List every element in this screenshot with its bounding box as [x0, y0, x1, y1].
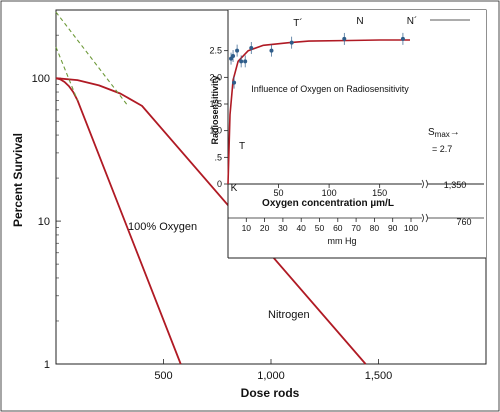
- smax-subscript: max: [435, 130, 450, 139]
- data-point: [243, 59, 248, 64]
- secondary-x-tick-label: 40: [296, 223, 306, 233]
- smax-arrow: →: [450, 127, 460, 138]
- inset-series: K T T´ N N´: [227, 15, 418, 194]
- main-y-axis-label: Percent Survival: [11, 133, 25, 227]
- secondary-x-tick-label: 80: [370, 223, 380, 233]
- inset-y-tick-label: 2.5: [209, 46, 222, 56]
- inset-y-tick-label: .5: [214, 152, 222, 162]
- data-point: [239, 59, 244, 64]
- smax-symbol: S: [428, 127, 435, 138]
- y-tick-label: 100: [32, 73, 50, 85]
- inset-point-label: T´: [293, 17, 302, 29]
- y-tick-label: 10: [38, 216, 50, 228]
- smax-annotation: Smax→ = 2.7: [428, 127, 460, 154]
- inset-axis-break: [421, 179, 428, 189]
- inset-y-tick-label: 1.0: [209, 126, 222, 136]
- inset-x-axis-label: Oxygen concentration µm/L: [262, 198, 394, 209]
- data-point: [231, 54, 236, 58]
- secondary-x-tick-label: 50: [315, 223, 325, 233]
- oxygen-curve-label: 100% Oxygen: [128, 221, 197, 233]
- data-point: [249, 46, 254, 50]
- secondary-x-tick-label: 90: [388, 223, 398, 233]
- secondary-x-tick-label: 60: [333, 223, 343, 233]
- inset-axes: 50 100 150 0 .5 1.0 1.5 2.0 2.5 10 20 30 40 50 60 70 80 9…: [209, 19, 484, 233]
- inset-y-axis-label: Radiosensitivity: [210, 75, 220, 144]
- smax-value: = 2.7: [432, 144, 452, 154]
- nitrogen-survival-curve: [55, 77, 367, 365]
- inset-title: Influence of Oxygen on Radiosensitivity: [251, 84, 409, 94]
- secondary-x-tick-label: 20: [260, 223, 270, 233]
- data-point: [342, 36, 347, 41]
- main-x-axis-label: Dose rods: [241, 386, 300, 400]
- inset-y-tick-label: 2.0: [209, 72, 222, 82]
- main-series: [55, 11, 367, 365]
- data-point: [289, 40, 294, 45]
- data-point: [400, 36, 405, 41]
- radiosensitivity-curve: [227, 39, 410, 185]
- inset-x-tick-label: 100: [322, 188, 337, 198]
- secondary-axis-break: [421, 213, 428, 223]
- data-point: [269, 48, 274, 53]
- inset-y-tick-label: 1.5: [209, 99, 222, 109]
- secondary-x-tick-label: 30: [278, 223, 288, 233]
- inset-point-label: T: [239, 141, 245, 152]
- inset-point-label: N: [356, 16, 363, 27]
- y-tick-label: 1: [44, 359, 50, 371]
- inset-point-label: K: [231, 183, 238, 194]
- inset-y-tick-label: 0: [217, 179, 222, 189]
- nitrogen-curve-label: Nitrogen: [268, 309, 310, 321]
- secondary-x-tick-label: 100: [404, 223, 418, 233]
- x-tick-label: 500: [154, 370, 172, 382]
- extrapolation-dashed-line: [55, 46, 79, 101]
- extrapolation-dashed-line: [55, 11, 129, 107]
- data-point: [232, 80, 237, 85]
- x-tick-label: 1,500: [365, 370, 393, 382]
- inset-point-label: N´: [407, 15, 418, 27]
- secondary-x-tick-label: 10: [242, 223, 252, 233]
- inset-x-tick-label: 150: [372, 188, 387, 198]
- inset-secondary-axis-extra-label: 760: [456, 217, 471, 227]
- inset-secondary-axis-label: mm Hg: [328, 236, 357, 246]
- secondary-x-tick-label: 70: [351, 223, 361, 233]
- x-tick-label: 1,000: [257, 370, 285, 382]
- data-point: [235, 48, 240, 53]
- inset-x-tick-label: 50: [274, 188, 284, 198]
- smax-label: Smax→: [428, 127, 460, 139]
- inset-plot: 50 100 150 0 .5 1.0 1.5 2.0 2.5 10 20 30 40 50 60 70 80 9…: [209, 10, 486, 259]
- inset-axis-break-label: 1,350: [444, 180, 467, 190]
